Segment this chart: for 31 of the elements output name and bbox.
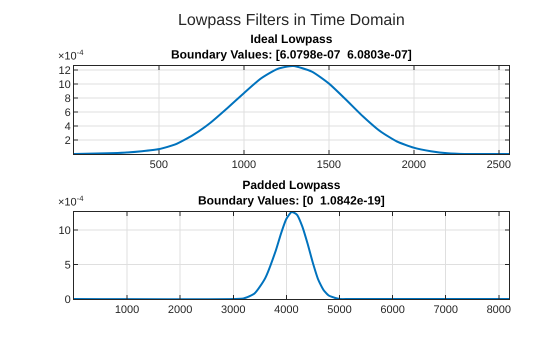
x-tick-label: 3000 xyxy=(221,304,246,316)
x-tick-label: 7000 xyxy=(433,304,458,316)
y-tick-label: 12 xyxy=(58,65,71,78)
x-tick-label: 4000 xyxy=(274,304,299,316)
x-tick-label: 1000 xyxy=(232,159,256,172)
x-tick-label: 500 xyxy=(150,159,168,172)
x-tick-label: 2000 xyxy=(168,304,192,316)
y-tick-label: 0 xyxy=(64,294,71,306)
x-tick-label: 2500 xyxy=(486,159,512,172)
x-tick-label: 8000 xyxy=(486,304,512,316)
y-tick-label: 6 xyxy=(64,106,71,119)
y-tick-label: 5 xyxy=(64,259,71,272)
text: Lowpass Filters in Time Domain xyxy=(178,12,405,29)
y-tick-label: 10 xyxy=(58,224,71,237)
x-tick-label: 1500 xyxy=(316,159,342,172)
line-series xyxy=(74,212,509,299)
chart-subtitle: Boundary Values: [6.0798e-07 6.0803e-07] xyxy=(171,48,412,62)
y-tick-label: 8 xyxy=(64,92,71,105)
x-tick-label: 6000 xyxy=(380,304,405,316)
y-tick-label: 10 xyxy=(58,79,71,92)
chart-subtitle: Boundary Values: [0 1.0842e-19] xyxy=(198,194,385,208)
chart-title: Padded Lowpass xyxy=(242,178,341,192)
line-series xyxy=(74,66,509,154)
x-tick-label: 2000 xyxy=(402,159,426,172)
chart-title: Ideal Lowpass xyxy=(250,32,333,46)
x-tick-label: 5000 xyxy=(327,304,352,316)
y-tick-label: 4 xyxy=(64,120,71,133)
y-tick-label: 2 xyxy=(64,134,71,147)
text: ×10$^{-4}$ xyxy=(58,48,84,63)
text: ×10$^{-4}$ xyxy=(58,194,84,209)
x-tick-label: 1000 xyxy=(114,304,140,316)
